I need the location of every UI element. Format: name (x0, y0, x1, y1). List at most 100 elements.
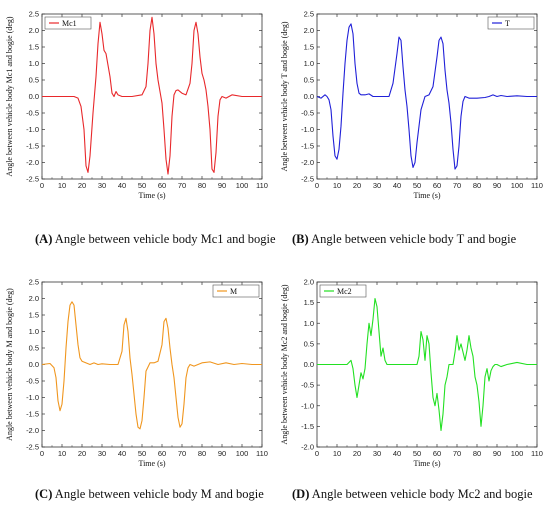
x-tick-label: 70 (453, 181, 461, 190)
series-line-t (316, 23, 537, 170)
chart-c: 0 10 20 30 40 50 60 70 80 90 100 110 -2.5 -2.0 -1.5 -1.… (5, 278, 268, 468)
x-tick-label: 0 (315, 449, 319, 458)
y-tick-label: -1.5 (26, 142, 39, 151)
y-tick-label: 1.5 (304, 298, 314, 307)
y-tick-label: -1.5 (301, 142, 314, 151)
x-tick-label: 0 (315, 181, 319, 190)
x-tick-label: 0 (40, 181, 44, 190)
x-tick-label: 40 (118, 181, 126, 190)
y-tick-label: 1.5 (29, 43, 39, 52)
y-axis-label: Angle between vehicle body T and bogie (… (280, 21, 289, 171)
x-tick-label: 10 (333, 181, 341, 190)
legend: T (487, 16, 535, 30)
legend: Mc1 (44, 16, 92, 30)
y-tick-label: -2.0 (301, 443, 314, 452)
x-tick-label: 20 (78, 449, 86, 458)
x-tick-label: 90 (493, 449, 501, 458)
legend-label: M (230, 287, 237, 296)
x-tick-label: 40 (393, 181, 401, 190)
y-tick-label: 1.0 (29, 59, 39, 68)
legend-box (44, 16, 92, 30)
y-tick-label: -0.5 (26, 109, 39, 118)
legend-label: Mc2 (337, 287, 352, 296)
x-tick-label: 30 (98, 181, 106, 190)
x-tick-label: 50 (413, 181, 421, 190)
y-tick-label: 2.0 (304, 278, 314, 287)
y-tick-label: 0.0 (304, 360, 314, 369)
x-tick-label: 100 (236, 181, 249, 190)
legend-label: T (505, 19, 510, 28)
y-tick-label: -2.0 (301, 158, 314, 167)
caption-c: (C) Angle between vehicle body M and bog… (35, 487, 264, 502)
y-tick-label: -1.0 (301, 401, 314, 410)
y-tick-label: 0.0 (304, 92, 314, 101)
chart-d: 0 10 20 30 40 50 60 70 80 90 100 110 -2.0 -1.5 -1.0 -0.… (280, 278, 543, 468)
y-tick-label: -0.5 (301, 109, 314, 118)
x-tick-label: 100 (236, 449, 249, 458)
x-tick-label: 90 (218, 449, 226, 458)
x-tick-label: 0 (40, 449, 44, 458)
y-tick-label: 2.5 (29, 278, 39, 287)
legend-box (319, 284, 367, 298)
y-tick-label: -1.5 (301, 422, 314, 431)
x-tick-label: 90 (493, 181, 501, 190)
chart-a: 0 10 20 30 40 50 60 70 80 90 100 110 -2.5 -2.0 -1.5 -1.… (5, 10, 268, 200)
caption-a-letter: (A) (35, 232, 53, 246)
x-tick-label: 80 (198, 181, 206, 190)
x-tick-label: 110 (531, 449, 543, 458)
x-tick-label: 90 (218, 181, 226, 190)
caption-d: (D) Angle between vehicle body Mc2 and b… (292, 487, 533, 502)
y-axis-label: Angle between vehicle body Mc2 and bogie… (280, 284, 289, 445)
y-tick-label: -1.0 (301, 125, 314, 134)
x-axis-label: Time (s) (138, 191, 165, 200)
y-tick-label: 0.0 (29, 360, 39, 369)
plot-frame-d (316, 281, 538, 448)
y-tick-label: -1.0 (26, 393, 39, 402)
x-tick-label: 60 (158, 181, 166, 190)
x-tick-label: 20 (353, 181, 361, 190)
x-tick-label: 50 (413, 449, 421, 458)
x-tick-label: 40 (118, 449, 126, 458)
x-tick-label: 10 (58, 449, 66, 458)
caption-a-text: Angle between vehicle body Mc1 and bogie (52, 232, 276, 246)
x-tick-label: 110 (531, 181, 543, 190)
legend: Mc2 (319, 284, 367, 298)
legend: M (212, 284, 260, 298)
series-line-mc2 (317, 297, 537, 432)
x-axis-label: Time (s) (413, 191, 440, 200)
chart-b: 0 10 20 30 40 50 60 70 80 90 100 110 -2.5 -2.0 -1.5 -1.… (280, 10, 543, 200)
y-tick-label: 1.0 (304, 319, 314, 328)
y-axis-label: Angle between vehicle body M and bogie (… (5, 288, 14, 441)
y-tick-label: 2.0 (29, 294, 39, 303)
caption-d-letter: (D) (292, 487, 310, 501)
x-tick-label: 40 (393, 449, 401, 458)
y-tick-label: 0.5 (29, 76, 39, 85)
y-tick-label: 1.5 (29, 311, 39, 320)
legend-label: Mc1 (62, 19, 77, 28)
x-tick-label: 80 (198, 449, 206, 458)
plot-frame-a (41, 13, 263, 180)
legend-box (487, 16, 535, 30)
series-line-mc1 (42, 16, 262, 175)
y-tick-label: -1.0 (26, 125, 39, 134)
x-tick-label: 60 (433, 449, 441, 458)
caption-c-text: Angle between vehicle body M and bogie (52, 487, 264, 501)
x-tick-label: 100 (511, 181, 524, 190)
x-tick-label: 20 (353, 449, 361, 458)
x-tick-label: 10 (58, 181, 66, 190)
caption-b: (B) Angle between vehicle body T and bog… (292, 232, 516, 247)
y-tick-label: -1.5 (26, 410, 39, 419)
x-tick-label: 80 (473, 181, 481, 190)
y-tick-label: 0.5 (29, 344, 39, 353)
x-axis-label: Time (s) (138, 459, 165, 468)
caption-b-text: Angle between vehicle body T and bogie (308, 232, 517, 246)
x-tick-label: 50 (138, 449, 146, 458)
caption-d-text: Angle between vehicle body Mc2 and bogie (309, 487, 533, 501)
y-tick-label: -2.0 (26, 158, 39, 167)
y-tick-label: 2.0 (29, 26, 39, 35)
x-axis-label: Time (s) (413, 459, 440, 468)
y-tick-label: 1.0 (304, 59, 314, 68)
y-tick-label: 2.5 (29, 10, 39, 19)
caption-a: (A) Angle between vehicle body Mc1 and b… (35, 232, 276, 247)
y-tick-label: -0.5 (26, 377, 39, 386)
